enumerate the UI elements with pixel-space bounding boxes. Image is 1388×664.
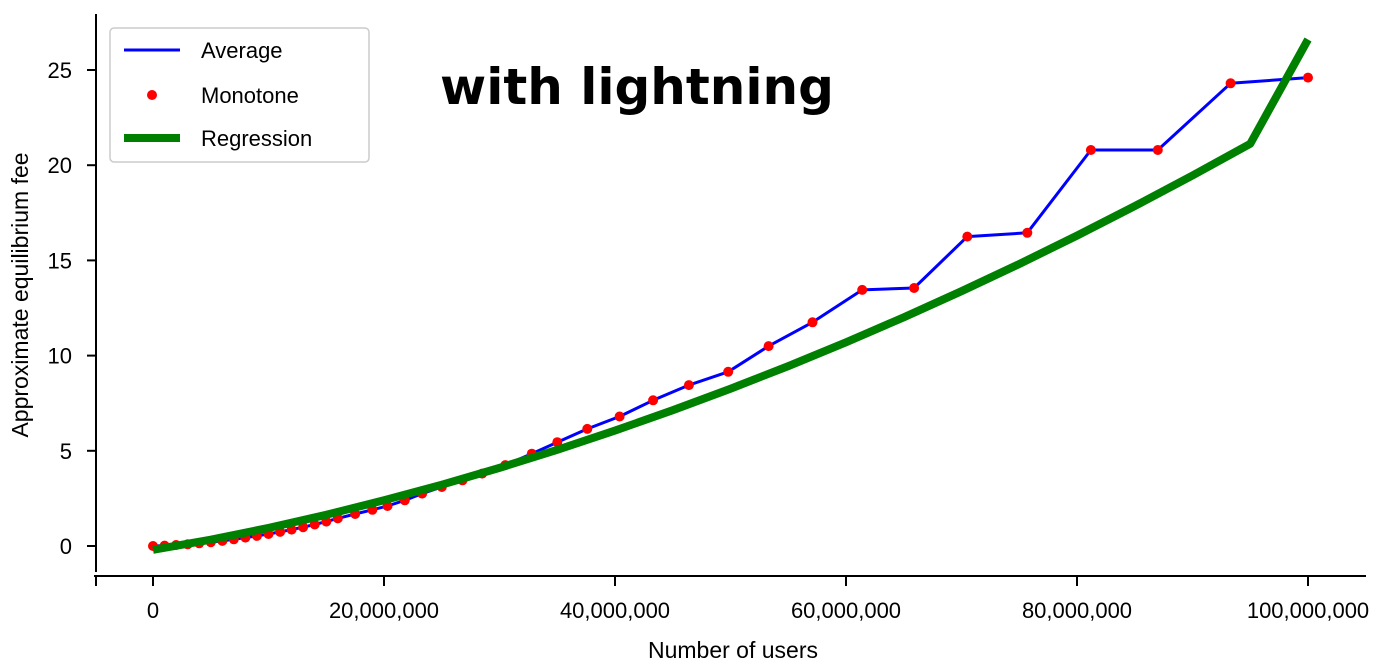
regression-line	[152, 37, 1312, 554]
x-axis-title: Number of users	[648, 637, 818, 663]
monotone-point	[1152, 145, 1163, 155]
monotone-point	[1085, 145, 1096, 155]
monotone-point	[909, 283, 920, 293]
monotone-point	[614, 411, 625, 422]
y-tick-label: 25	[48, 58, 72, 83]
x-tick-label: 40,000,000	[560, 598, 670, 623]
monotone-point	[723, 366, 734, 377]
legend-item-monotone-label: Monotone	[201, 83, 299, 108]
x-tick-label: 60,000,000	[791, 598, 901, 623]
x-tick-label: 100,000,000	[1247, 598, 1369, 623]
axes: 0 5 10 15 20 25 0 20,000,000 40,000,000 60,000,00…	[7, 14, 1369, 663]
x-tick-label: 80,000,000	[1022, 598, 1132, 623]
monotone-point	[763, 341, 774, 352]
x-tick-label: 20,000,000	[329, 598, 439, 623]
monotone-point	[962, 231, 973, 242]
monotone-point	[1225, 78, 1236, 89]
monotone-point	[857, 284, 868, 295]
legend-item-regression-label: Regression	[201, 126, 312, 151]
y-tick-label: 15	[48, 248, 72, 273]
y-tick-label: 20	[48, 153, 72, 178]
y-tick-label: 0	[60, 534, 72, 559]
monotone-point	[807, 317, 818, 328]
monotone-point	[582, 423, 593, 434]
legend-item-average-label: Average	[201, 38, 283, 63]
chart-annotation: with lightning	[440, 58, 834, 116]
monotone-point	[1303, 72, 1313, 83]
legend-box	[109, 27, 370, 163]
monotone-point	[1022, 227, 1033, 238]
plot-area	[148, 37, 1313, 554]
legend-item-monotone-swatch	[147, 90, 157, 100]
x-tick-label: 0	[147, 598, 159, 623]
monotone-point	[552, 437, 563, 448]
monotone-point	[683, 380, 694, 391]
monotone-point	[648, 395, 659, 406]
y-axis-title: Approximate equilibrium fee	[7, 152, 33, 437]
legend: Average Monotone Regression	[109, 27, 370, 163]
y-tick-label: 10	[48, 344, 72, 369]
y-tick-label: 5	[60, 439, 72, 464]
